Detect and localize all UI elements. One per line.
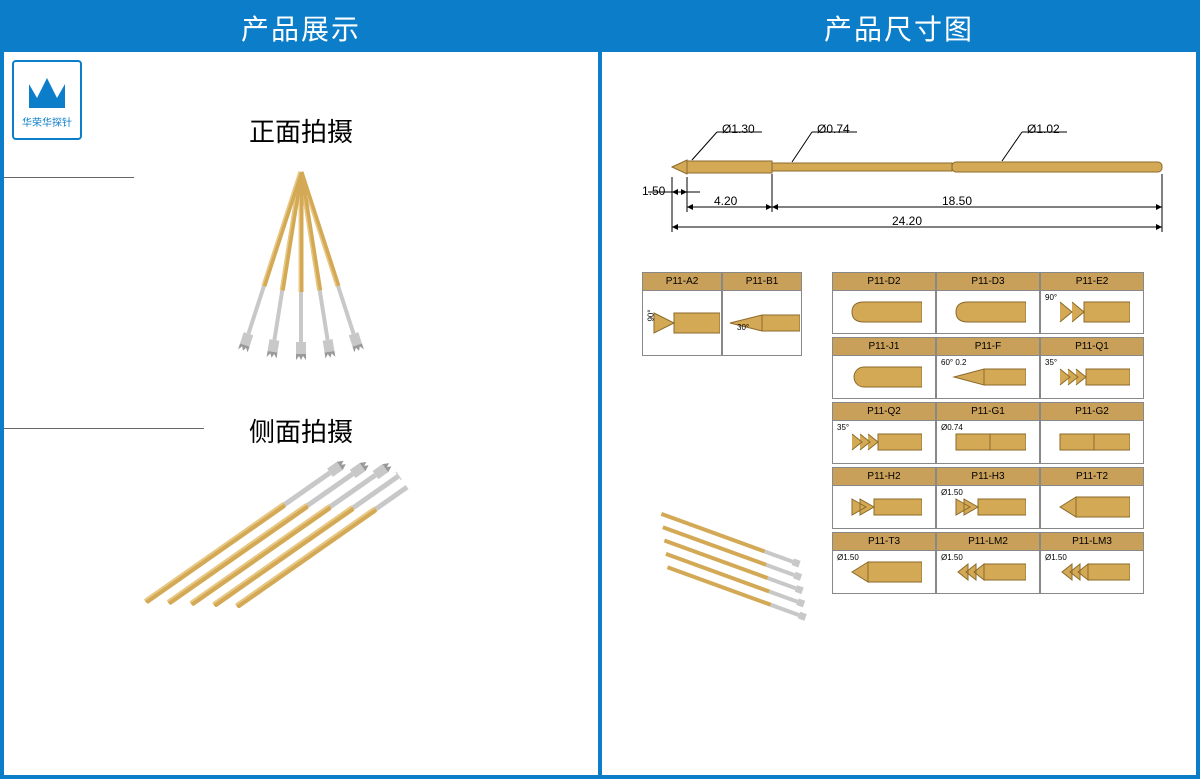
dim-seg2: 18.50 [942, 194, 972, 208]
dim-total: 24.20 [892, 214, 922, 228]
tip-shape [1041, 421, 1143, 463]
tip-code: P11-T2 [1041, 468, 1143, 486]
tip-code: P11-B1 [723, 273, 801, 291]
crown-icon [25, 72, 69, 112]
tip-shape: 60° 0.2 [937, 356, 1039, 398]
brand-logo: 华荣华探针 [12, 60, 82, 140]
tip-cell: P11-E2 90° [1040, 272, 1144, 334]
tip-shape [1041, 486, 1143, 528]
dimension-drawing: Ø1.30 Ø0.74 Ø1.02 1.50 4.20 18.50 24.20 [642, 112, 1176, 252]
tip-code: P11-A2 [643, 273, 721, 291]
tip-code: P11-D3 [937, 273, 1039, 291]
tip-code: P11-T3 [833, 533, 935, 551]
divider-2 [4, 428, 204, 429]
tip-shape: 35° [833, 421, 935, 463]
tip-code: P11-J1 [833, 338, 935, 356]
tip-shape: 35° [1041, 356, 1143, 398]
tip-shape: Ø1.50 [1041, 551, 1143, 593]
tip-shape: Ø1.50 [937, 486, 1039, 528]
tip-shape: Ø1.50 [937, 551, 1039, 593]
tip-code: P11-E2 [1041, 273, 1143, 291]
tip-note: 35° [1045, 358, 1057, 367]
tip-cell: P11-D2 [832, 272, 936, 334]
tip-note: Ø0.74 [941, 423, 963, 432]
tip-code: P11-H3 [937, 468, 1039, 486]
tip-note: Ø1.50 [941, 488, 963, 497]
tip-note: Ø1.50 [1045, 553, 1067, 562]
tip-code: P11-LM3 [1041, 533, 1143, 551]
tip-note: Ø1.50 [941, 553, 963, 562]
header-left: 产品展示 [4, 4, 598, 52]
dim-cone: 1.50 [642, 184, 665, 198]
tip-cell: P11-T2 [1040, 467, 1144, 529]
tip-note: 90° [1045, 293, 1057, 302]
divider-1 [4, 177, 134, 178]
col-product-display: 产品展示 华荣华探针 正面拍摄 [4, 4, 602, 775]
logo-text: 华荣华探针 [22, 114, 72, 129]
tip-shape [833, 291, 935, 333]
dim-d-tip: Ø1.30 [722, 122, 755, 136]
tip-table-left: P11-A2 90° P11-B1 30° [642, 272, 812, 359]
tip-table-main: P11-D2P11-D3P11-E290°P11-J1P11-F60° 0.2P… [832, 272, 1152, 597]
dim-d-shaft: Ø0.74 [817, 122, 850, 136]
tip-code: P11-G2 [1041, 403, 1143, 421]
page: 产品展示 华荣华探针 正面拍摄 [0, 0, 1200, 779]
mini-pins [652, 502, 822, 647]
tip-shape [833, 486, 935, 528]
tip-shape [833, 356, 935, 398]
tip-code: P11-D2 [833, 273, 935, 291]
tip-cell: P11-H3 Ø1.50 [936, 467, 1040, 529]
tip-cell: P11-Q2 35° [832, 402, 936, 464]
left-body: 华荣华探针 正面拍摄 [4, 52, 598, 775]
tip-note: Ø1.50 [837, 553, 859, 562]
tip-cell: P11-J1 [832, 337, 936, 399]
pins-side-view [94, 414, 508, 775]
tip-code: P11-Q1 [1041, 338, 1143, 356]
tip-code: P11-G1 [937, 403, 1039, 421]
tip-cell: P11-LM2 Ø1.50 [936, 532, 1040, 594]
tip-cell: P11-D3 [936, 272, 1040, 334]
tip-shape: Ø0.74 [937, 421, 1039, 463]
tip-cell: P11-H2 [832, 467, 936, 529]
right-body: Ø1.30 Ø0.74 Ø1.02 1.50 4.20 18.50 24.20 … [602, 52, 1196, 775]
section-front-title: 正面拍摄 [249, 112, 353, 149]
col-dimensions: 产品尺寸图 [602, 4, 1196, 775]
tip-shape: 90° [1041, 291, 1143, 333]
tip-cell: P11-Q1 35° [1040, 337, 1144, 399]
tip-code: P11-Q2 [833, 403, 935, 421]
tip-code: P11-F [937, 338, 1039, 356]
tip-code: P11-H2 [833, 468, 935, 486]
tip-cell: P11-LM3 Ø1.50 [1040, 532, 1144, 594]
tip-cell: P11-G1 Ø0.74 [936, 402, 1040, 464]
dim-d-body: Ø1.02 [1027, 122, 1060, 136]
tip-note: 35° [837, 423, 849, 432]
tip-cell: P11-G2 [1040, 402, 1144, 464]
tip-shape [937, 291, 1039, 333]
tip-note: 60° 0.2 [941, 358, 966, 367]
tip-cell: P11-F 60° 0.2 [936, 337, 1040, 399]
tip-code: P11-LM2 [937, 533, 1039, 551]
header-right: 产品尺寸图 [602, 4, 1196, 52]
pins-front-view [191, 162, 411, 397]
tip-cell: P11-T3 Ø1.50 [832, 532, 936, 594]
tip-shape: Ø1.50 [833, 551, 935, 593]
tip-cell: P11-A2 90° [642, 272, 722, 356]
tip-cell: P11-B1 30° [722, 272, 802, 356]
dim-seg1: 4.20 [714, 194, 737, 208]
